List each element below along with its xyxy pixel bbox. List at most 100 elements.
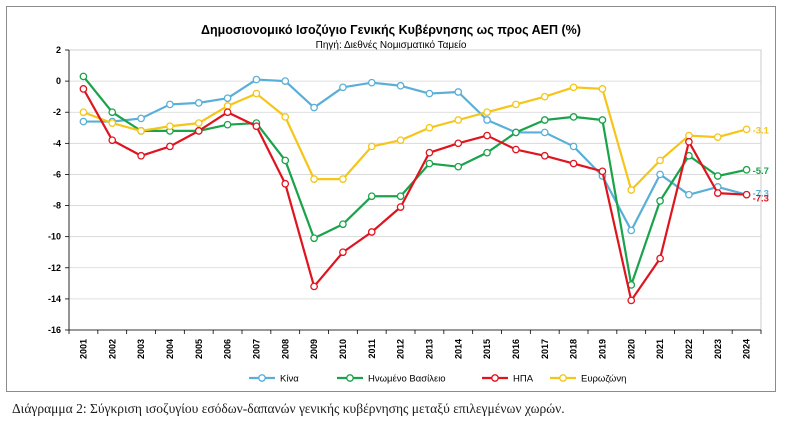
data-point bbox=[540, 92, 549, 101]
data-point bbox=[598, 85, 607, 93]
x-tick-label: 2014 bbox=[453, 339, 463, 359]
data-point bbox=[396, 192, 405, 201]
legend-label: ΗΠΑ bbox=[513, 374, 534, 385]
data-point bbox=[137, 151, 145, 160]
x-tick-label: 2005 bbox=[194, 339, 204, 359]
data-point bbox=[281, 113, 290, 121]
data-point bbox=[569, 113, 578, 121]
data-point bbox=[656, 170, 664, 179]
end-value-label: -7.3 bbox=[753, 194, 769, 205]
y-tick-label: -8 bbox=[53, 201, 61, 211]
x-tick-label: 2003 bbox=[136, 339, 146, 359]
data-point bbox=[656, 254, 664, 263]
end-value-label: -5.7 bbox=[753, 166, 769, 177]
data-point bbox=[339, 248, 347, 257]
data-point bbox=[425, 89, 434, 98]
legend-item-4: Ευρωζώνη bbox=[550, 374, 626, 385]
data-point bbox=[713, 189, 722, 197]
legend-label: Κίνα bbox=[280, 374, 299, 385]
data-point bbox=[108, 136, 117, 145]
data-point bbox=[339, 175, 347, 183]
grid-layer bbox=[69, 49, 761, 331]
y-tick-label: -6 bbox=[53, 169, 61, 179]
data-point bbox=[454, 162, 463, 171]
x-tick-label: 2015 bbox=[482, 339, 492, 359]
x-tick-label: 2016 bbox=[511, 339, 521, 359]
data-point bbox=[79, 108, 88, 117]
data-point bbox=[396, 81, 405, 90]
chart-title: Δημοσιονομικό Ισοζύγιο Γενικής Κυβέρνηση… bbox=[201, 23, 581, 37]
data-point bbox=[512, 145, 520, 154]
data-point bbox=[310, 282, 318, 291]
x-tick-label: 2007 bbox=[251, 339, 261, 359]
data-point bbox=[569, 159, 578, 168]
x-tick-label: 2018 bbox=[569, 339, 579, 359]
x-tick-label: 2009 bbox=[309, 339, 319, 359]
data-point bbox=[79, 85, 88, 93]
legend-marker bbox=[491, 374, 499, 382]
data-point bbox=[137, 114, 145, 123]
legend-item-2: Ηνωμένο Βασίλειο bbox=[337, 374, 446, 385]
legend-marker bbox=[559, 374, 567, 382]
data-point bbox=[223, 102, 232, 110]
data-point bbox=[454, 88, 463, 96]
data-point bbox=[685, 190, 693, 199]
data-point bbox=[252, 75, 261, 84]
data-point bbox=[742, 190, 751, 199]
x-tick-label: 2020 bbox=[626, 339, 636, 359]
end-value-label: -3.1 bbox=[753, 125, 770, 136]
data-point bbox=[79, 117, 88, 126]
data-point bbox=[281, 77, 290, 85]
x-tick-label: 2010 bbox=[338, 339, 348, 359]
data-point bbox=[194, 127, 203, 135]
data-point bbox=[425, 159, 434, 168]
data-point bbox=[137, 127, 145, 135]
data-point bbox=[223, 94, 232, 103]
data-point bbox=[223, 120, 232, 129]
data-point bbox=[166, 142, 174, 151]
data-point bbox=[454, 139, 463, 148]
x-tick-label: 2017 bbox=[540, 339, 550, 359]
figure-caption: Διάγραμμα 2: Σύγκριση ισοζυγίου εσόδων-δ… bbox=[12, 401, 565, 416]
x-tick-label: 2013 bbox=[424, 339, 434, 359]
data-point bbox=[569, 142, 578, 151]
x-tick-label: 2011 bbox=[367, 339, 377, 359]
legend-label: Ευρωζώνη bbox=[581, 374, 626, 385]
data-point bbox=[742, 125, 751, 134]
x-tick-label: 2006 bbox=[223, 339, 233, 359]
legend: Κίνα Ηνωμένο Βασίλειο ΗΠΑ Ευρωζώνη bbox=[249, 374, 626, 385]
data-point bbox=[483, 116, 491, 124]
chart-frame: Δημοσιονομικό Ισοζύγιο Γενικής Κυβέρνηση… bbox=[6, 6, 776, 392]
data-point bbox=[367, 192, 376, 201]
legend-item-3: ΗΠΑ bbox=[482, 374, 534, 385]
legend-marker bbox=[258, 374, 266, 382]
y-tick-label: -14 bbox=[48, 294, 61, 304]
data-point bbox=[310, 234, 318, 243]
data-point bbox=[108, 119, 117, 127]
data-point bbox=[569, 83, 578, 92]
data-point bbox=[685, 137, 693, 146]
data-point bbox=[194, 119, 203, 127]
data-point bbox=[281, 156, 290, 165]
legend-item-1: Κίνα bbox=[249, 374, 299, 385]
series-1 bbox=[79, 75, 751, 235]
x-tick-label: 2002 bbox=[107, 339, 117, 359]
x-tick-label: 2012 bbox=[396, 339, 406, 359]
data-point bbox=[540, 116, 549, 124]
legend-label: Ηνωμένο Βασίλειο bbox=[368, 374, 446, 385]
data-point bbox=[396, 203, 405, 211]
y-tick-label: -16 bbox=[48, 325, 61, 335]
chart-subtitle: Πηγή: Διεθνές Νομισματικό Ταμείο bbox=[316, 39, 467, 51]
data-point bbox=[713, 172, 722, 180]
data-point bbox=[339, 83, 347, 92]
chart-svg: Δημοσιονομικό Ισοζύγιο Γενικής Κυβέρνηση… bbox=[48, 23, 770, 385]
x-tick-label: 2001 bbox=[78, 339, 88, 359]
data-point bbox=[252, 122, 261, 131]
data-point bbox=[483, 131, 491, 140]
y-tick-label: 2 bbox=[56, 45, 61, 55]
y-tick-label: -2 bbox=[53, 107, 61, 117]
series-line bbox=[83, 86, 747, 192]
series-layer: -7.3 -5.7 -7.3 -3.1 bbox=[79, 72, 770, 305]
x-tick-label: 2019 bbox=[597, 339, 607, 359]
plot-area bbox=[68, 49, 762, 331]
